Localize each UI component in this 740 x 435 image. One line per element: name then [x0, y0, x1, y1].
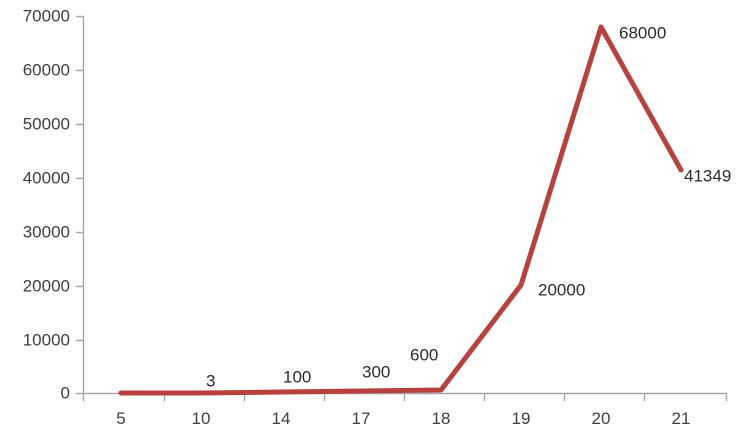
- data-label: 300: [362, 362, 391, 382]
- y-tick-label: 70000: [22, 6, 70, 26]
- data-label: 600: [410, 345, 439, 365]
- x-tick-label: 14: [271, 409, 291, 428]
- y-tick-label: 60000: [22, 60, 70, 80]
- y-axis-ticks: [76, 15, 84, 395]
- x-tick-label: 19: [511, 409, 531, 428]
- x-tick-label: 17: [351, 409, 371, 428]
- x-tick-label: 21: [671, 409, 691, 428]
- data-label: 3: [206, 371, 216, 391]
- y-tick-label: 20000: [22, 276, 70, 296]
- x-tick-label: 10: [191, 409, 211, 428]
- x-axis-ticks: [82, 393, 728, 401]
- data-label: 20000: [538, 280, 586, 300]
- y-tick-label: 0: [60, 383, 70, 403]
- x-tick-label: 18: [431, 409, 451, 428]
- data-series-line: [118, 24, 684, 396]
- data-label: 41349: [684, 166, 732, 186]
- y-tick-label: 10000: [22, 330, 70, 350]
- y-tick-label: 50000: [22, 114, 70, 134]
- x-tick-label: 5: [116, 409, 126, 428]
- data-label: 68000: [619, 23, 667, 43]
- y-tick-label: 30000: [22, 222, 70, 242]
- data-label: 100: [283, 367, 312, 387]
- x-tick-label: 20: [591, 409, 611, 428]
- y-tick-label: 40000: [22, 168, 70, 188]
